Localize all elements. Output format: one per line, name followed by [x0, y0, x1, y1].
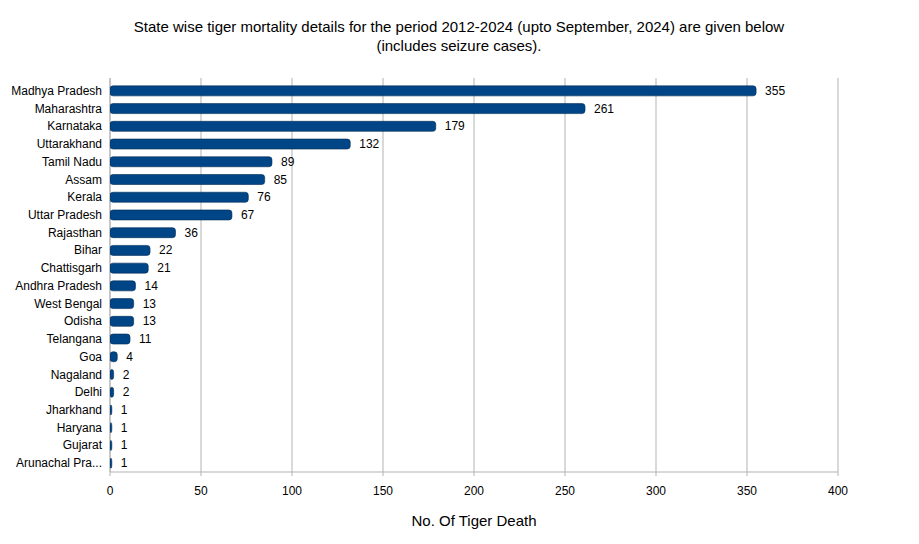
category-label: Uttarakhand [37, 137, 102, 151]
category-label: Jharkhand [46, 403, 102, 417]
tick-label: 0 [107, 484, 114, 498]
grid-line [747, 78, 748, 472]
data-label: 1 [121, 456, 128, 470]
x-axis-title: No. Of Tiger Death [411, 512, 536, 529]
bar [110, 245, 150, 255]
data-label: 1 [121, 403, 128, 417]
category-label: Madhya Pradesh [11, 84, 102, 98]
bar [110, 405, 112, 415]
data-label: 22 [159, 243, 173, 257]
title: State wise tiger mortality details for t… [134, 18, 785, 35]
tick-label: 150 [373, 484, 393, 498]
category-label: Assam [65, 173, 102, 187]
tick-mark [292, 472, 293, 476]
grid-line [292, 78, 293, 472]
grid-line [383, 78, 384, 472]
category-label: Nagaland [51, 368, 102, 382]
category-label: Haryana [57, 421, 103, 435]
category-label: Kerala [67, 190, 102, 204]
tick-mark [838, 472, 839, 476]
tick-mark [474, 472, 475, 476]
category-label: Odisha [64, 314, 102, 328]
category-label: Telangana [47, 332, 103, 346]
data-label: 1 [121, 421, 128, 435]
chart-svg: State wise tiger mortality details for t… [0, 0, 919, 544]
category-label: Rajasthan [48, 226, 102, 240]
tick-mark [201, 472, 202, 476]
category-label: Goa [79, 350, 102, 364]
data-label: 355 [765, 84, 785, 98]
category-label: Andhra Pradesh [15, 279, 102, 293]
grid-line [565, 78, 566, 472]
data-label: 4 [126, 350, 133, 364]
bar [110, 387, 114, 397]
data-label: 13 [143, 314, 157, 328]
category-label: West Bengal [34, 297, 102, 311]
bar [110, 175, 265, 185]
tick-mark [110, 472, 111, 476]
category-label: Gujarat [63, 438, 103, 452]
category-label: Uttar Pradesh [28, 208, 102, 222]
data-label: 36 [185, 226, 199, 240]
grid-line [474, 78, 475, 472]
bar [110, 157, 272, 167]
data-label: 132 [359, 137, 379, 151]
tick-mark [383, 472, 384, 476]
chart-container: State wise tiger mortality details for t… [0, 0, 919, 544]
tick-label: 200 [464, 484, 484, 498]
category-label: Bihar [74, 243, 102, 257]
bar [110, 263, 148, 273]
data-label: 1 [121, 438, 128, 452]
bar [110, 316, 134, 326]
tick-mark [747, 472, 748, 476]
data-label: 14 [144, 279, 158, 293]
bar [110, 299, 134, 309]
category-label: Maharashtra [35, 102, 103, 116]
data-label: 13 [143, 297, 157, 311]
bar [110, 104, 585, 114]
bar [110, 192, 248, 202]
tick-label: 100 [282, 484, 302, 498]
tick-mark [565, 472, 566, 476]
data-label: 179 [445, 119, 465, 133]
data-label: 2 [123, 385, 130, 399]
category-label: Chattisgarh [41, 261, 102, 275]
bar [110, 458, 112, 468]
bar [110, 210, 232, 220]
grid-line [201, 78, 202, 472]
bar [110, 228, 176, 238]
bar [110, 352, 117, 362]
category-label: Arunachal Pra... [16, 456, 102, 470]
x-axis-line [110, 472, 838, 473]
bars [110, 86, 756, 468]
category-label: Tamil Nadu [42, 155, 102, 169]
bar [110, 86, 756, 96]
bar [110, 440, 112, 450]
bar [110, 334, 130, 344]
category-label: Delhi [75, 385, 102, 399]
bar [110, 370, 114, 380]
subtitle: (includes seizure cases). [376, 37, 541, 54]
grid-line [656, 78, 657, 472]
data-label: 67 [241, 208, 255, 222]
data-label: 11 [139, 332, 152, 346]
bar [110, 121, 436, 131]
tick-mark [656, 472, 657, 476]
data-label: 21 [157, 261, 171, 275]
bar [110, 423, 112, 433]
grid-line [838, 78, 839, 472]
tick-label: 50 [194, 484, 208, 498]
tick-label: 250 [555, 484, 575, 498]
category-label: Karnataka [47, 119, 102, 133]
data-label: 2 [123, 368, 130, 382]
data-label: 85 [274, 173, 288, 187]
tick-label: 400 [828, 484, 848, 498]
bar [110, 281, 135, 291]
bar [110, 139, 350, 149]
tick-label: 300 [646, 484, 666, 498]
data-label: 89 [281, 155, 295, 169]
data-label: 76 [257, 190, 271, 204]
tick-label: 350 [737, 484, 757, 498]
data-label: 261 [594, 102, 614, 116]
